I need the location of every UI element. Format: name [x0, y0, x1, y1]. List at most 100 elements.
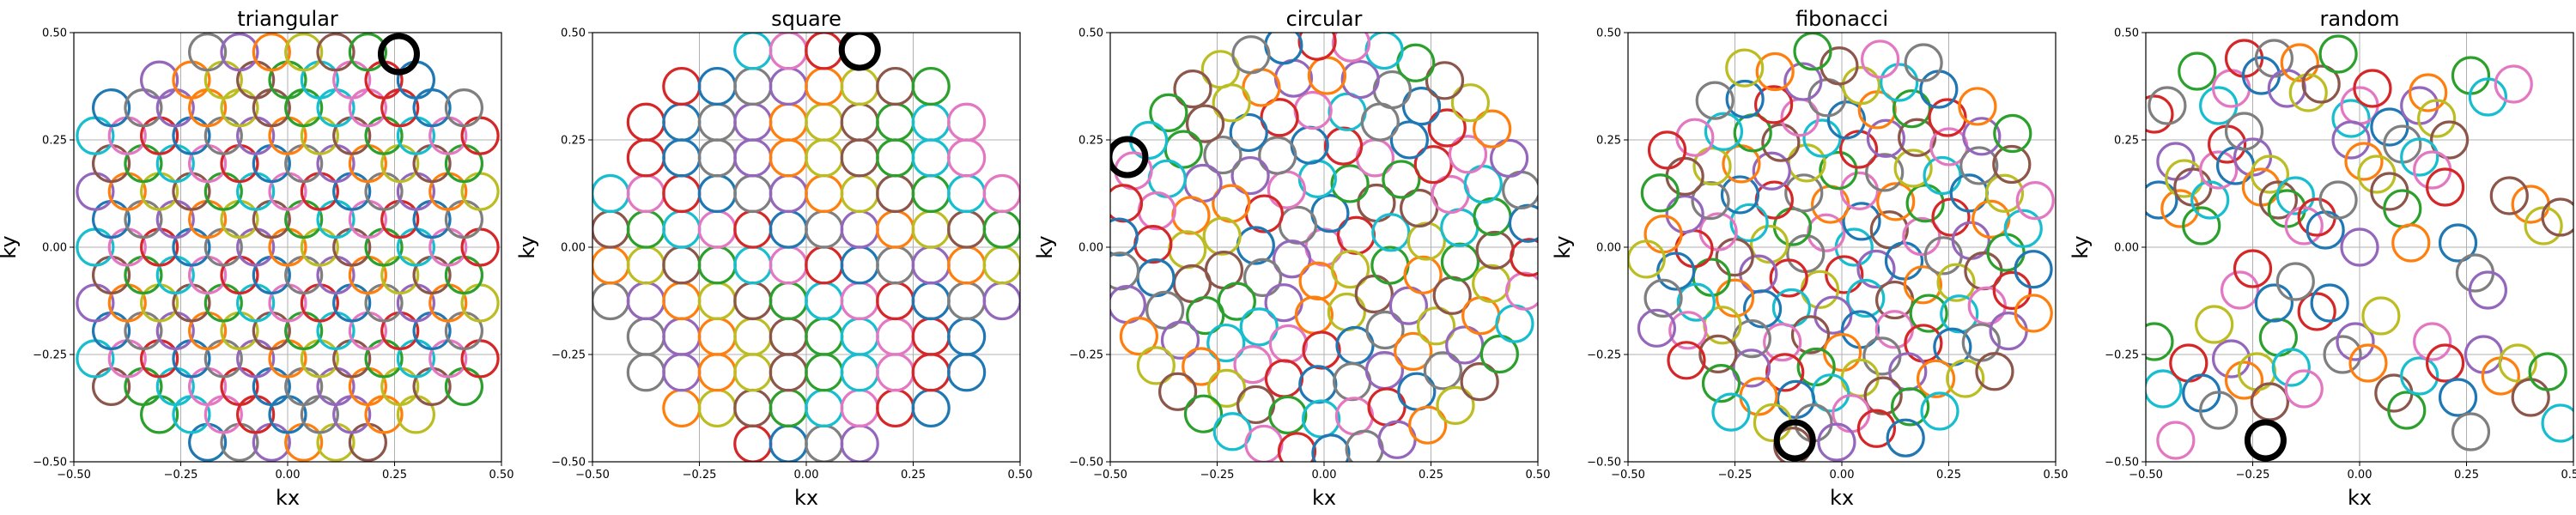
data-point [124, 143, 163, 184]
data-point [1856, 249, 1896, 289]
data-point [697, 66, 737, 106]
data-point [1149, 93, 1188, 132]
y-tick-label: 0.00 [1596, 242, 1621, 255]
data-point [1267, 170, 1306, 209]
data-point [204, 395, 243, 434]
data-point [1244, 194, 1284, 233]
data-point [1440, 242, 1480, 282]
data-point [1691, 181, 1730, 221]
data-point [124, 88, 163, 128]
data-point [172, 116, 211, 155]
data-point [2195, 305, 2234, 344]
data-point [733, 317, 773, 356]
data-point [911, 66, 951, 106]
data-point [284, 255, 324, 295]
data-point [876, 353, 915, 392]
data-point [284, 422, 324, 462]
x-tick-label: 0.00 [794, 469, 819, 482]
x-tick-label: 0.50 [489, 469, 514, 482]
x-tick-label: 0.50 [2561, 469, 2576, 482]
highlight-point [1110, 136, 1149, 179]
data-point [1916, 359, 1956, 398]
data-point [124, 367, 163, 406]
data-point [2146, 369, 2183, 409]
data-point [947, 173, 987, 214]
data-point [805, 317, 844, 356]
data-point [1364, 33, 1404, 70]
data-point [396, 395, 435, 434]
data-point [697, 209, 737, 249]
data-point [982, 173, 1020, 214]
data-point [1846, 278, 1886, 318]
data-point [947, 245, 987, 285]
data-point [840, 173, 879, 214]
data-point [1784, 173, 1824, 213]
data-point [2220, 270, 2260, 310]
data-point [1264, 359, 1304, 398]
data-point [1676, 282, 1716, 322]
data-point [91, 199, 131, 239]
data-point [805, 209, 844, 249]
data-point [348, 199, 387, 239]
data-point [1461, 296, 1501, 336]
data-point [2254, 283, 2293, 323]
data-point [840, 317, 879, 356]
data-point [2310, 283, 2349, 323]
data-point [428, 283, 468, 323]
data-point [2400, 356, 2439, 396]
panel-random: −0.50−0.50 −0.25 −0.25 0.00 0.00 0.25 0.25 0.5 0… [2069, 7, 2576, 510]
data-point [155, 88, 195, 128]
data-point [1958, 87, 1997, 126]
y-axis-label: ky [0, 235, 21, 258]
data-point [2003, 209, 2043, 248]
data-point [2284, 369, 2324, 409]
data-point [1293, 90, 1333, 130]
data-point [2301, 64, 2341, 104]
data-point [1354, 274, 1394, 314]
data-point [91, 143, 131, 184]
data-point [2468, 270, 2507, 310]
data-points [1110, 33, 1538, 462]
data-point [805, 281, 844, 321]
data-point [396, 172, 435, 211]
data-point [300, 283, 339, 323]
data-point [1720, 175, 1760, 215]
data-point [107, 283, 147, 323]
data-point [1242, 258, 1283, 297]
data-point [2417, 99, 2457, 138]
data-point [188, 199, 228, 239]
data-point [412, 88, 452, 128]
y-tick-label: 0.25 [561, 135, 586, 148]
data-point [348, 88, 387, 128]
y-axis-label: ky [2069, 235, 2093, 258]
data-point [2224, 112, 2264, 151]
data-point [380, 367, 420, 406]
data-point [947, 317, 987, 356]
data-point [140, 283, 179, 323]
panel-title: triangular [237, 7, 338, 31]
data-points [1628, 33, 2055, 462]
data-point [805, 424, 844, 462]
data-points [2146, 34, 2573, 462]
data-point [1893, 148, 1933, 188]
data-point [91, 88, 131, 128]
highlight-point [838, 33, 881, 71]
data-point [733, 245, 773, 285]
data-point [2288, 73, 2328, 112]
data-point [2014, 294, 2053, 333]
data-point [1984, 173, 2025, 213]
data-point [1268, 324, 1309, 364]
data-point [1711, 392, 1751, 432]
data-point [2541, 197, 2573, 237]
data-point [220, 255, 259, 295]
data-point [1473, 109, 1512, 148]
data-point [1479, 334, 1519, 374]
data-point [876, 281, 915, 321]
data-point [697, 102, 737, 142]
data-point [1239, 307, 1279, 347]
data-point [1330, 250, 1370, 289]
y-axis-label: ky [515, 235, 539, 258]
data-point [316, 143, 355, 184]
data-point [769, 102, 808, 142]
data-point [626, 138, 665, 178]
